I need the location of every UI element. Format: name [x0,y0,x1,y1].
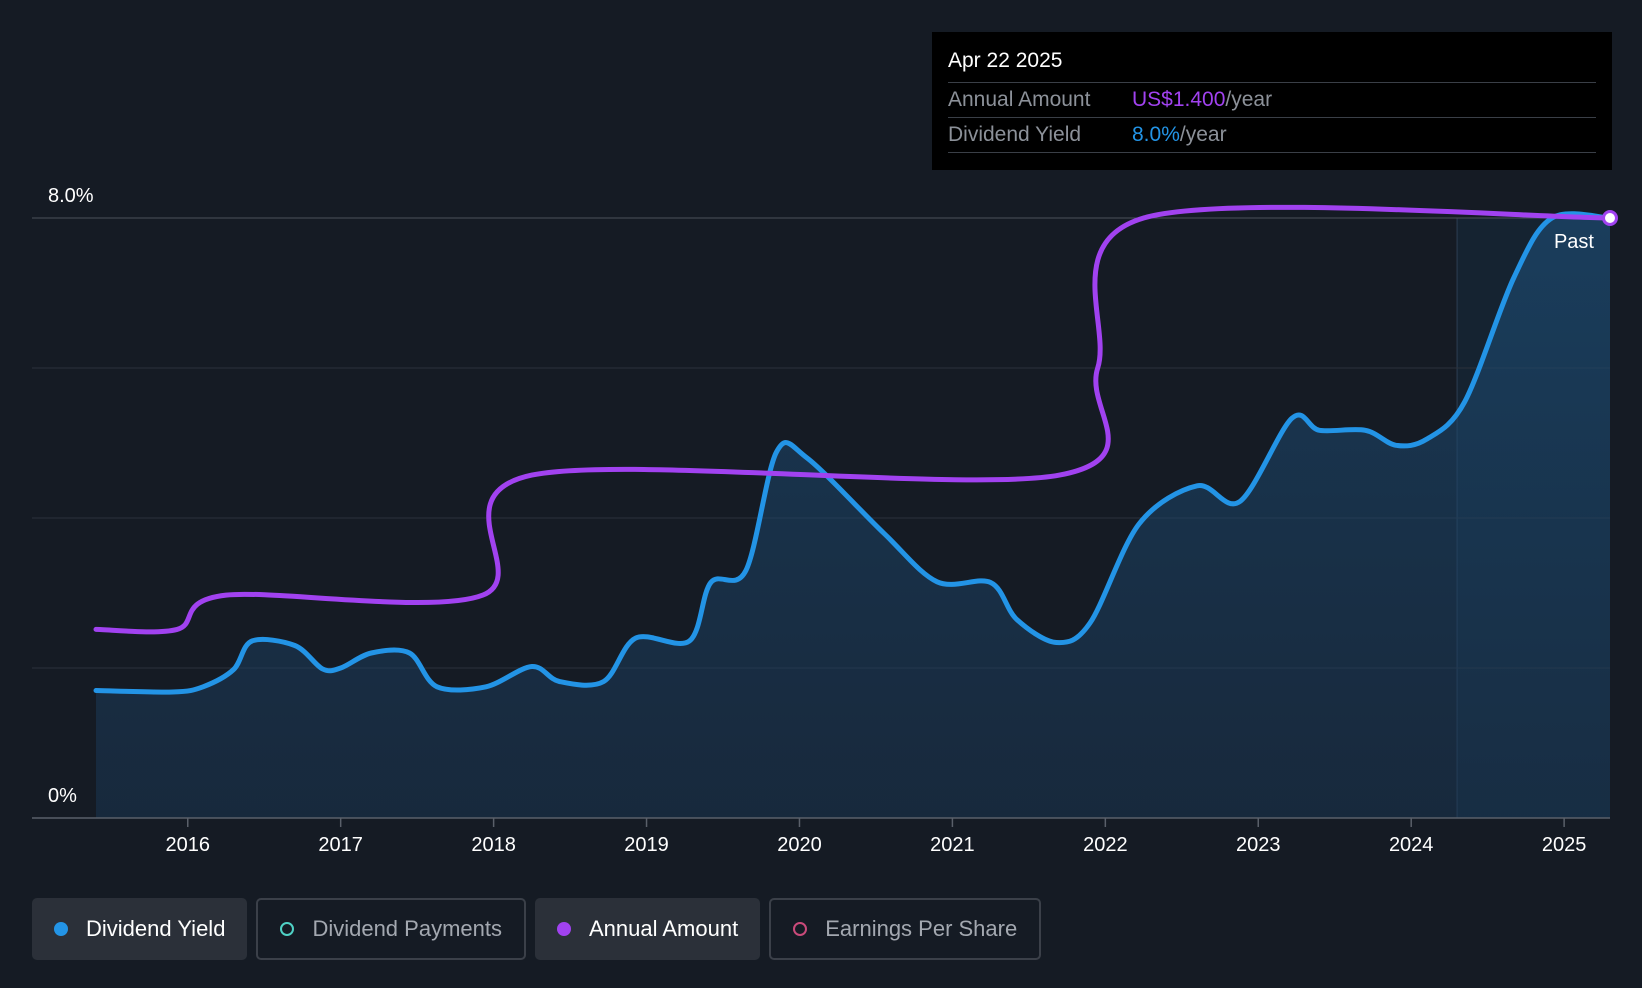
legend-dot-icon [280,922,295,936]
legend-dividend-yield[interactable]: Dividend Yield [32,898,248,960]
x-tick-label: 2022 [1083,834,1128,856]
x-tick-label: 2023 [1236,834,1281,856]
tooltip-unit: /year [1225,88,1273,111]
legend-dividend-payments[interactable]: Dividend Payments [256,898,526,960]
past-label: Past [1554,231,1594,253]
x-tick-label: 2025 [1542,834,1587,856]
x-tick-label: 2016 [166,834,211,856]
tooltip-unit: /year [1179,123,1227,146]
legend-dot-icon [54,922,68,936]
tooltip-date: Apr 22 2025 [948,46,1596,83]
tooltip-label: Annual Amount [948,88,1091,111]
x-tick-label: 2020 [777,834,822,856]
tooltip-label: Dividend Yield [948,123,1082,146]
legend-annual-amount[interactable]: Annual Amount [534,898,761,960]
dividend-yield-area [96,213,1610,818]
chart-legend: Dividend Yield Dividend Payments Annual … [32,898,1050,960]
legend-dot-icon [793,922,808,936]
y-tick-label-bottom: 0% [48,785,77,807]
tooltip-row-dividend-yield: Dividend Yield 8.0% /year [948,118,1596,153]
legend-dot-icon [556,922,571,936]
legend-earnings-per-share[interactable]: Earnings Per Share [769,898,1042,960]
x-axis-ticks: 2016 2017 2018 2019 2020 2021 2022 2023 2024 2025 [166,818,1587,856]
annual-amount-line[interactable] [93,204,1613,635]
chart-tooltip: Apr 22 2025 Annual Amount US$1.400 /year… [932,32,1612,170]
x-tick-label: 2024 [1389,834,1434,856]
tooltip-row-annual-amount: Annual Amount US$1.400 /year [948,83,1596,118]
x-tick-label: 2017 [318,834,363,856]
x-tick-label: 2018 [471,834,516,856]
y-tick-label-top: 8.0% [48,185,94,207]
x-tick-label: 2021 [930,834,975,856]
legend-label: Dividend Yield [86,916,226,941]
legend-label: Earnings Per Share [825,916,1018,941]
dividend-yield-line[interactable] [93,211,1613,695]
legend-label: Dividend Payments [312,916,502,941]
tooltip-value: 8.0% [1132,123,1180,146]
tooltip-value: US$1.400 [1132,88,1226,111]
annual-amount-end-marker [1602,210,1618,226]
x-tick-label: 2019 [624,834,669,856]
legend-label: Annual Amount [588,916,739,941]
